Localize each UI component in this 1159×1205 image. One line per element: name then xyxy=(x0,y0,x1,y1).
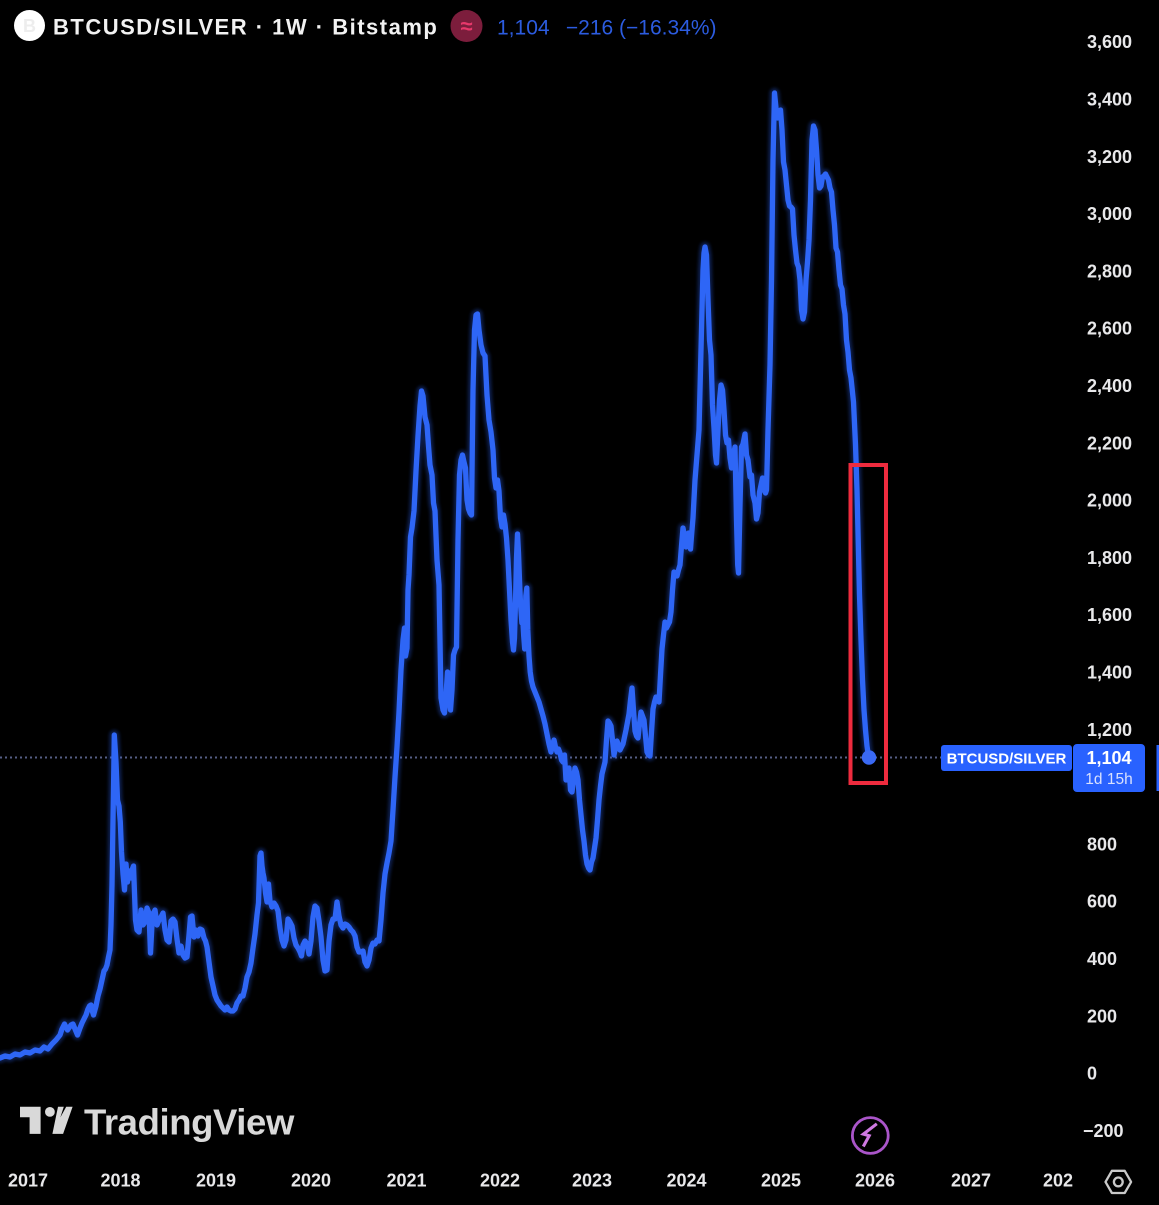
svg-text:202: 202 xyxy=(1043,1171,1073,1191)
svg-text:2021: 2021 xyxy=(386,1171,426,1191)
svg-text:TradingView: TradingView xyxy=(84,1101,295,1142)
svg-text:2,200: 2,200 xyxy=(1087,433,1132,453)
svg-text:1,104 −216 (−16.34%): 1,104 −216 (−16.34%) xyxy=(497,17,717,40)
svg-text:3,000: 3,000 xyxy=(1087,204,1132,224)
svg-text:2027: 2027 xyxy=(951,1171,991,1191)
svg-text:2,400: 2,400 xyxy=(1087,376,1132,396)
svg-text:2020: 2020 xyxy=(291,1171,331,1191)
svg-text:400: 400 xyxy=(1087,949,1117,969)
svg-text:0: 0 xyxy=(1087,1064,1097,1084)
svg-text:2,600: 2,600 xyxy=(1087,319,1132,339)
svg-text:−200: −200 xyxy=(1083,1121,1124,1141)
svg-text:800: 800 xyxy=(1087,834,1117,854)
svg-text:1,200: 1,200 xyxy=(1087,720,1132,740)
svg-text:2019: 2019 xyxy=(196,1171,236,1191)
svg-text:2026: 2026 xyxy=(855,1171,895,1191)
svg-text:2,800: 2,800 xyxy=(1087,261,1132,281)
svg-text:3,600: 3,600 xyxy=(1087,32,1132,52)
svg-text:≈: ≈ xyxy=(460,14,472,39)
svg-text:2,000: 2,000 xyxy=(1087,491,1132,511)
svg-text:3,200: 3,200 xyxy=(1087,147,1132,167)
svg-text:600: 600 xyxy=(1087,892,1117,912)
svg-text:1,600: 1,600 xyxy=(1087,605,1132,625)
svg-text:1,800: 1,800 xyxy=(1087,548,1132,568)
svg-text:1,400: 1,400 xyxy=(1087,663,1132,683)
svg-text:BTCUSD/SILVER · 1W · Bitstamp: BTCUSD/SILVER · 1W · Bitstamp xyxy=(53,15,438,40)
svg-text:3,400: 3,400 xyxy=(1087,90,1132,110)
svg-text:2022: 2022 xyxy=(480,1171,520,1191)
svg-text:B: B xyxy=(23,16,36,36)
svg-text:2023: 2023 xyxy=(572,1171,612,1191)
svg-text:2024: 2024 xyxy=(666,1171,706,1191)
svg-text:1,104: 1,104 xyxy=(1086,748,1131,768)
svg-text:2018: 2018 xyxy=(100,1171,140,1191)
svg-text:200: 200 xyxy=(1087,1006,1117,1026)
svg-text:2017: 2017 xyxy=(8,1171,48,1191)
svg-text:1d 15h: 1d 15h xyxy=(1085,771,1132,788)
svg-text:BTCUSD/SILVER: BTCUSD/SILVER xyxy=(947,751,1067,768)
svg-text:2025: 2025 xyxy=(761,1171,801,1191)
